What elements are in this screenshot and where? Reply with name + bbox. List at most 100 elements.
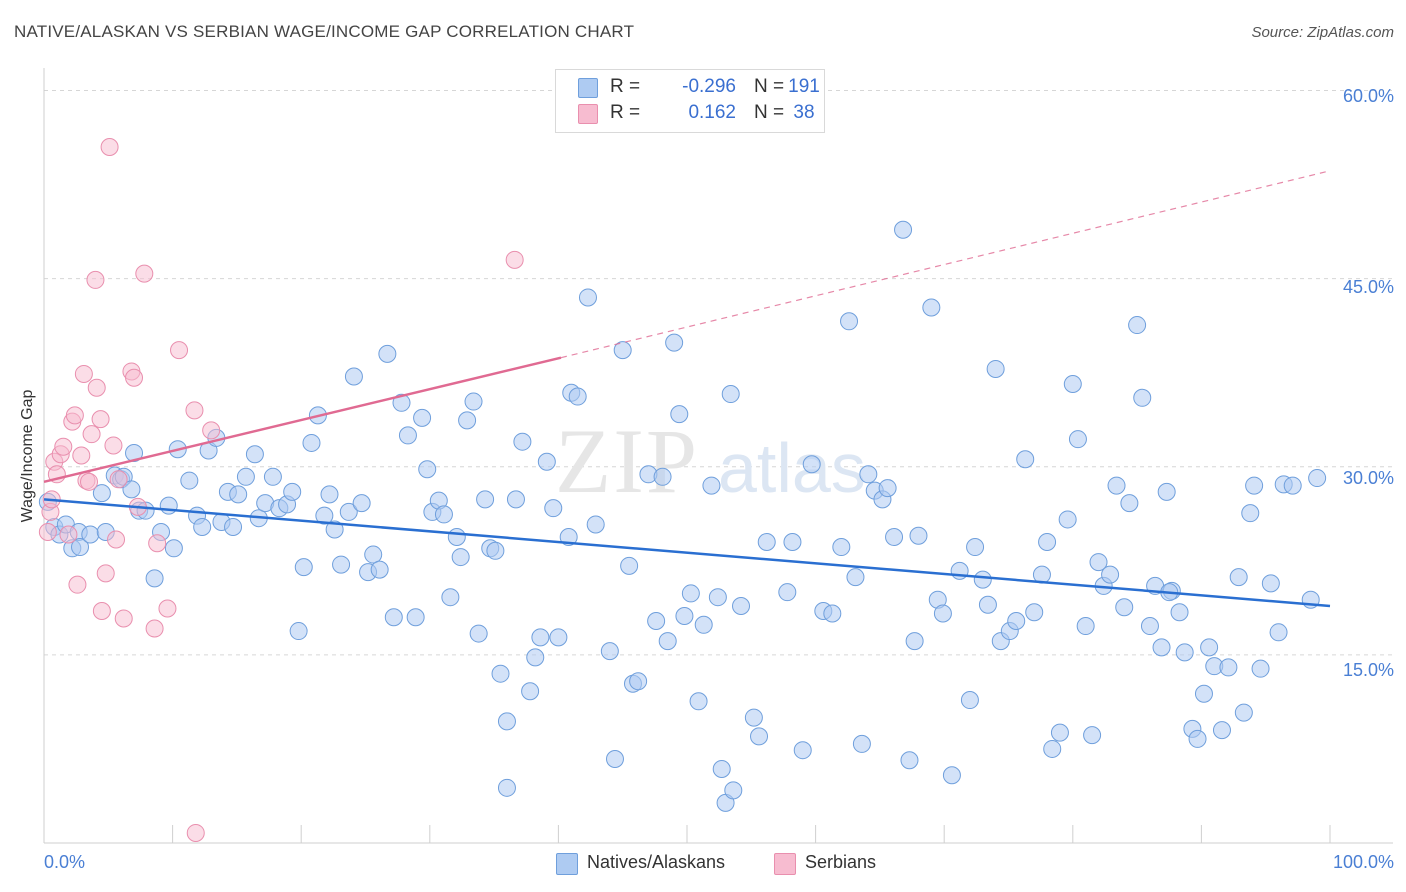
native-point [586,515,605,534]
native-point [180,471,199,490]
serbians-points [38,137,524,842]
native-point [497,778,516,797]
native-point [894,220,913,239]
native-point [1076,617,1095,636]
serbian-point [186,823,205,842]
serbian-point [109,470,128,489]
native-point [721,385,740,404]
native-point [702,476,721,495]
native-point [1200,638,1219,657]
native-point [1188,729,1207,748]
r-value: 0.162 [688,102,736,123]
native-point [708,588,727,607]
native-point [559,528,578,546]
native-point [1251,659,1270,678]
native-point [81,525,100,544]
native-point [1007,612,1026,631]
native-point [1101,565,1120,584]
native-point [1107,476,1126,495]
native-point [263,467,282,486]
native-point [922,298,941,317]
natives-swatch [556,853,578,875]
native-point [506,490,525,509]
native-point [315,506,334,525]
native-point [302,433,321,452]
n-label: N = [754,102,785,123]
native-point [526,648,545,667]
native-point [942,766,961,785]
native-point [325,520,344,539]
serbian-point [148,534,167,553]
native-point [681,584,700,603]
y-tick-label-15: 15.0% [1342,660,1394,680]
serbian-point [125,368,144,387]
serbian-point [135,264,154,283]
n-value: 191 [788,76,820,97]
native-point [966,538,985,557]
native-point [1219,658,1238,677]
serbian-point [68,575,87,594]
native-point [933,604,952,623]
serbian-point [74,364,93,383]
native-point [905,632,924,651]
serbian-point [505,250,524,269]
y-tick-label-30: 30.0% [1342,468,1394,488]
native-point [909,526,928,545]
native-point [778,583,797,602]
native-point [531,628,550,647]
native-point [1128,316,1147,335]
serbian-point [38,522,57,541]
native-point [1016,450,1035,469]
native-point [832,538,851,557]
native-point [229,485,248,504]
serbians-swatch [578,104,598,124]
serbian-point [107,530,126,549]
native-point [537,452,556,471]
axes [43,68,1393,844]
watermark: ZIP atlas [555,410,866,512]
native-point [1068,430,1087,449]
native-point [802,455,821,474]
native-point [352,494,371,513]
legend-label: Serbians [805,852,877,872]
native-point [978,595,997,614]
native-point [1025,603,1044,622]
serbian-point [80,472,99,491]
native-point [878,479,897,498]
native-point [164,539,183,558]
gridlines [44,90,1393,656]
serbians-swatch [774,853,796,875]
x-tick-label-0: 0.0% [44,852,86,872]
chart-title: NATIVE/ALASKAN VS SERBIAN WAGE/INCOME GA… [14,22,635,41]
native-point [398,426,417,445]
native-point [451,548,470,567]
native-point [458,411,477,430]
serbian-point [96,564,115,583]
native-point [413,408,432,427]
native-point [900,751,919,770]
native-point [653,467,672,486]
native-point [1133,388,1152,407]
native-point [1152,638,1171,657]
native-point [406,608,425,627]
native-point [973,570,992,589]
native-point [1083,726,1102,745]
r-label: R = [610,102,641,123]
native-point [1063,375,1082,393]
serbian-point [65,406,84,425]
native-point [783,533,802,552]
native-point [1140,617,1159,636]
native-point [1043,739,1062,758]
native-point [689,692,708,711]
native-point [497,712,516,731]
native-point [1038,533,1057,552]
serbian-point [59,525,78,544]
serbian-point [100,137,119,156]
native-point [665,333,684,352]
natives-swatch [578,78,598,98]
native-point [658,632,677,651]
n-value: 38 [793,102,815,123]
serbian-point [185,401,204,420]
native-point [476,490,495,509]
